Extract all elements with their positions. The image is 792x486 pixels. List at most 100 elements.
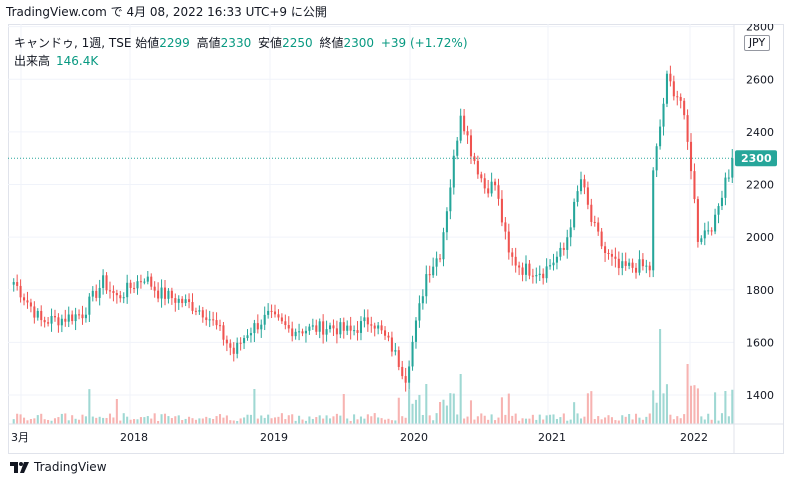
volume-bar <box>163 413 167 424</box>
volume-bar <box>74 418 77 424</box>
candle-body <box>181 298 184 304</box>
volume-bar <box>411 403 414 424</box>
currency-button[interactable]: JPY <box>744 35 770 51</box>
ohlc-legend: キャンドゥ, 1週, TSE 始値2299 高値2330 安値2250 終値23… <box>14 34 471 51</box>
candle-body <box>535 275 538 277</box>
candle-body <box>411 341 414 367</box>
volume-bar <box>535 419 538 424</box>
y-tick-label: 1800 <box>746 284 774 297</box>
candle-body <box>280 317 283 322</box>
x-tick-label: 2018 <box>120 431 148 444</box>
volume-bar <box>511 415 514 424</box>
candle-body <box>346 325 349 331</box>
price-chart[interactable]: 1400 1600 1800 2000 2200 2400 2600 2800 3月 2018 2… <box>8 24 784 454</box>
candle-body <box>418 303 421 321</box>
x-tick-label: 2020 <box>400 431 428 444</box>
candle-body <box>311 325 314 327</box>
candle-body <box>267 310 270 315</box>
volume-bar <box>408 389 411 424</box>
volume-bar <box>717 420 720 424</box>
candle-body <box>328 325 332 330</box>
volume-bar <box>586 393 589 424</box>
candle-body <box>53 315 57 318</box>
candles <box>12 65 734 392</box>
volume-bar <box>174 416 177 424</box>
volume-bars <box>12 329 734 424</box>
candle-body <box>562 247 565 250</box>
volume-bar <box>98 416 101 424</box>
candle-body <box>153 286 156 291</box>
candle-body <box>339 322 342 335</box>
candle-body <box>335 328 338 335</box>
volume-bar <box>36 415 39 424</box>
time-axis[interactable]: 3月 2018 2019 2020 2021 2022 <box>8 423 784 444</box>
candle-body <box>408 366 411 383</box>
x-tick-label: 2019 <box>260 431 288 444</box>
candle-body <box>284 321 287 326</box>
candle-body <box>26 300 29 303</box>
candle-body <box>576 191 579 202</box>
candle-body <box>676 96 679 98</box>
volume-bar <box>490 414 493 424</box>
candle-body <box>439 258 442 260</box>
candle-body <box>273 311 277 315</box>
volume-bar <box>435 413 438 424</box>
volume-bar <box>143 417 146 424</box>
candle-body <box>731 158 734 178</box>
volume-bar <box>676 416 679 424</box>
candle-body <box>480 174 483 179</box>
volume-bar <box>449 393 452 424</box>
candle-body <box>518 265 521 268</box>
candle-body <box>208 319 211 321</box>
volume-bar <box>700 416 703 424</box>
candle-body <box>260 324 263 330</box>
volume-bar <box>43 419 46 424</box>
candle-body <box>170 290 173 299</box>
candle-body <box>531 275 534 277</box>
volume-label: 出来高 <box>14 54 51 68</box>
candle-body <box>253 323 256 334</box>
volume-bar <box>552 414 555 424</box>
candle-body <box>683 100 686 116</box>
volume-bar <box>229 420 232 424</box>
candle-body <box>64 318 67 322</box>
volume-bar <box>573 402 576 424</box>
volume-bar <box>521 418 524 424</box>
volume-bar <box>494 420 497 424</box>
volume-bar <box>284 419 287 424</box>
volume-bar <box>112 417 115 424</box>
candle-body <box>696 199 699 242</box>
volume-bar <box>707 413 710 424</box>
candle-body <box>81 314 84 319</box>
last-price-tag-text: 2300 <box>741 152 772 165</box>
volume-bar <box>648 413 651 424</box>
volume-bar <box>71 415 74 424</box>
volume-bar <box>387 418 390 424</box>
volume-bar <box>53 418 57 424</box>
candle-body <box>449 187 452 212</box>
volume-bar <box>26 420 29 424</box>
volume-bar <box>549 414 552 424</box>
candle-body <box>435 258 438 267</box>
candle-body <box>277 314 280 318</box>
volume-bar <box>659 329 662 424</box>
candle-body <box>218 325 222 327</box>
volume-bar <box>353 414 356 424</box>
volume-bar <box>108 413 112 424</box>
volume-bar <box>291 414 294 424</box>
candle-body <box>160 287 163 299</box>
candle-body <box>621 261 624 269</box>
candle-body <box>521 267 524 275</box>
volume-bar <box>696 388 699 424</box>
candle-body <box>555 256 558 263</box>
price-axis[interactable]: 1400 1600 1800 2000 2200 2400 2600 2800 <box>733 24 774 454</box>
candle-body <box>112 290 115 294</box>
candle-body <box>552 262 555 266</box>
candle-body <box>432 266 435 276</box>
candle-body <box>586 187 589 205</box>
symbol-label[interactable]: キャンドゥ, 1週, TSE <box>14 36 132 50</box>
low-value: 2250 <box>282 36 313 50</box>
candle-body <box>703 230 706 239</box>
candle-body <box>490 181 493 194</box>
candle-body <box>724 177 727 198</box>
